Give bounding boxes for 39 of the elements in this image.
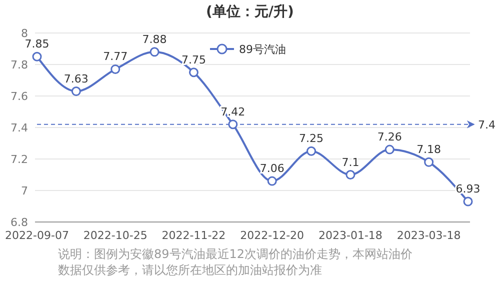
x-tick-label: 2023-03-18 (396, 229, 461, 242)
y-tick-label: 6.8 (10, 216, 28, 229)
x-tick-label: 2022-09-07 (5, 229, 69, 242)
point (424, 157, 434, 167)
ref-line-label: 7.4 (478, 118, 496, 132)
legend-label: 89号汽油 (239, 43, 286, 56)
text: 说明：图例为安徽89号汽油最近12次调价的油价走势，本网站油价数据仅供参考，请以您所在地区的加油站报价为准 (58, 247, 413, 277)
x-tick-label: 2022-12-20 (240, 229, 304, 242)
x-tick-label: 2022-11-22 (162, 229, 226, 242)
data-label: 7.18 (416, 143, 442, 156)
x-tick-label: 2023-01-18 (318, 229, 382, 242)
point (188, 68, 198, 78)
point (32, 52, 42, 62)
y-tick-label: 7.2 (10, 153, 28, 166)
y-tick-label: 7.6 (10, 90, 28, 103)
y-tick-label: 7.4 (10, 122, 28, 134)
point (463, 196, 473, 206)
point (306, 146, 316, 156)
data-label: 7.1 (342, 156, 360, 169)
data-label: 7.26 (377, 130, 402, 144)
point (110, 64, 120, 74)
x-tick-label: 2022-10-25 (83, 229, 148, 242)
data-label: 7.63 (64, 72, 88, 86)
point (71, 86, 81, 96)
point (150, 47, 160, 57)
point (346, 170, 356, 180)
point (228, 120, 238, 130)
chart-title: (单位：元/升) (206, 3, 294, 20)
point (384, 144, 394, 154)
data-label: 7.77 (103, 50, 128, 64)
y-tick-label: 7.8 (10, 58, 28, 72)
data-label: 7.85 (24, 38, 50, 51)
data-label: 7.06 (260, 162, 284, 176)
y-tick-label: 8 (21, 27, 28, 40)
data-label: 7.75 (181, 53, 206, 66)
point (267, 176, 277, 186)
data-label: 7.88 (142, 32, 167, 46)
y-tick-label: 7 (21, 184, 28, 198)
data-label: 7.25 (299, 132, 324, 146)
